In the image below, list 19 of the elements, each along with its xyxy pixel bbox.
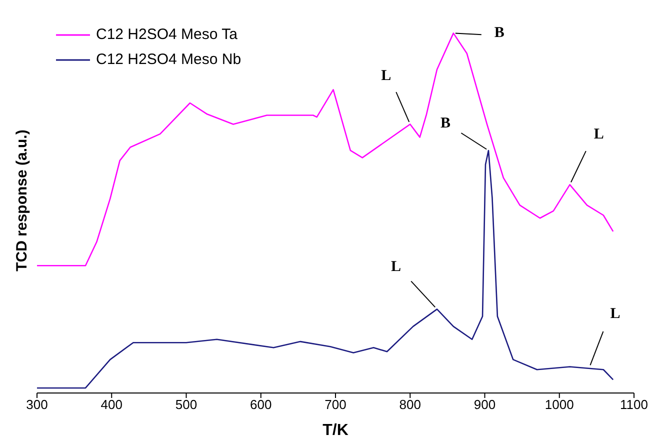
x-axis-title: T/K xyxy=(322,422,349,439)
annotation: L xyxy=(381,68,392,84)
annotation: L xyxy=(594,126,604,143)
x-tick-label: 600 xyxy=(250,397,272,412)
x-tick-label: 400 xyxy=(100,397,122,412)
y-axis-title: TCD response (a.u.) xyxy=(14,130,30,272)
annotation: L xyxy=(610,306,620,322)
x-tick-label: 1100 xyxy=(620,397,648,412)
legend-label: C12 H2SO4 Meso Ta xyxy=(96,25,238,45)
x-tick-label: 1000 xyxy=(544,397,574,412)
x-tick-label: 500 xyxy=(175,397,198,412)
annotation: L xyxy=(390,259,401,276)
x-tick-label: 700 xyxy=(324,397,346,412)
x-tick-label: 900 xyxy=(474,397,496,412)
x-tick-label: 300 xyxy=(26,397,48,412)
legend-label: C12 H2SO4 Meso Nb xyxy=(96,50,242,70)
annotation: B xyxy=(494,25,504,42)
x-tick-label: 800 xyxy=(399,397,421,412)
annotation: B xyxy=(440,115,450,132)
